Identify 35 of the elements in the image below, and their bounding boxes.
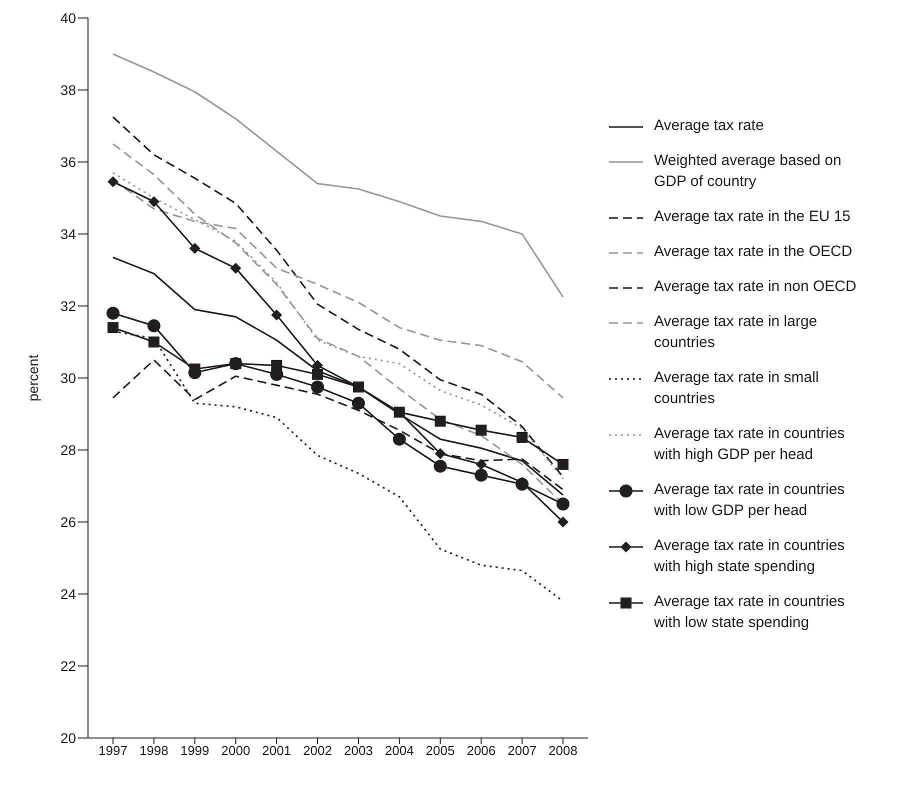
y-tick-label: 26 [60, 514, 76, 530]
x-tick-label: 2002 [303, 743, 332, 758]
x-tick-label: 2005 [426, 743, 455, 758]
y-axis-title: percent [24, 354, 41, 402]
x-tick-label: 2001 [262, 743, 292, 758]
legend-label: Average tax rate in non OECD [654, 277, 858, 297]
y-tick-label: 34 [60, 226, 76, 242]
legend-label: Weighted average based on GDP of country [654, 151, 842, 192]
y-tick-label: 20 [60, 730, 76, 746]
x-tick-label: 1997 [98, 743, 128, 758]
y-tick-label: 30 [60, 370, 76, 386]
legend-label: Average tax rate in the EU 15 [654, 207, 852, 227]
legend-label: Average tax rate in large countries [654, 312, 818, 353]
legend-label: Average tax rate in countries with low state spending [654, 592, 846, 633]
x-tick-label: 2004 [384, 743, 414, 758]
legend-label: Average tax rate in countries with high state spending [654, 536, 846, 577]
x-tick-label: 2007 [508, 743, 537, 758]
y-tick-label: 38 [60, 82, 76, 98]
y-tick-label: 36 [60, 154, 76, 170]
y-tick-label: 24 [60, 586, 76, 602]
y-tick-label: 32 [60, 298, 76, 314]
y-tick-label: 40 [60, 10, 76, 26]
x-tick-label: 2003 [344, 743, 373, 758]
legend-label: Average tax rate in the OECD [654, 242, 854, 262]
x-tick-label: 2006 [466, 743, 496, 758]
legend-label: Average tax rate in countries with high GDP per head [654, 424, 846, 465]
legend-label: Average tax rate in small countries [654, 368, 820, 409]
legend-label: Average tax rate [654, 116, 765, 136]
x-tick-label: 1998 [139, 743, 168, 758]
y-tick-label: 28 [60, 442, 76, 458]
x-tick-label: 2000 [221, 743, 250, 758]
x-tick-label: 2008 [548, 743, 578, 758]
legend-label: Average tax rate in countries with low GDP per head [654, 480, 846, 521]
x-tick-label: 1999 [180, 743, 210, 758]
y-tick-label: 22 [60, 658, 76, 674]
